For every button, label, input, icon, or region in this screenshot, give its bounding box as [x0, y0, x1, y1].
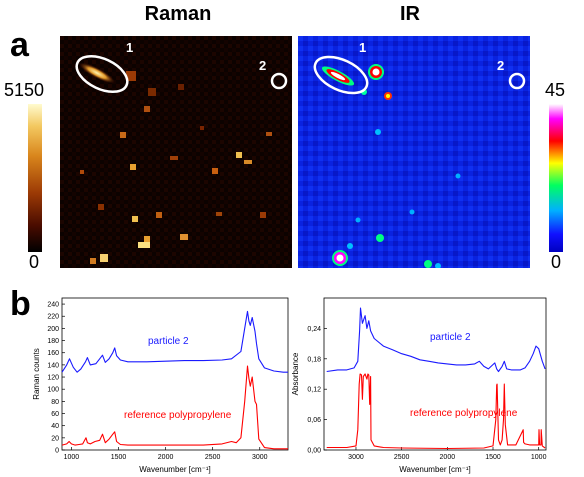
raman-marker-2: 2 — [259, 58, 266, 73]
raman-series — [61, 310, 288, 450]
ir-series-line-particle — [326, 307, 546, 373]
ir-ytick-label: 0,06 — [307, 417, 321, 424]
raman-xtick-label: 2000 — [158, 454, 174, 461]
raman-ylabel: Raman counts — [32, 348, 41, 400]
raman-x-ticks: 1000 1500 2000 2500 3000 — [64, 447, 268, 461]
ir-ytick-label: 0,18 — [307, 356, 321, 363]
raman-series-line-reference — [61, 365, 288, 450]
raman-annotation-reference: reference polypropylene — [124, 410, 232, 421]
ir-spectrum-chart: 0,00 0,06 0,12 0,18 0,24 3000 2500 2000 1500 100… — [291, 297, 547, 474]
raman-hotspots — [80, 71, 272, 264]
ir-ytick-label: 0,24 — [307, 326, 321, 333]
raman-ytick-label: 40 — [51, 423, 59, 430]
raman-ytick-label: 120 — [47, 375, 59, 382]
raman-ytick-label: 240 — [47, 302, 59, 309]
ir-xtick-label: 1000 — [531, 454, 547, 461]
raman-annotation-particle: particle 2 — [148, 336, 189, 347]
raman-ytick-label: 60 — [51, 411, 59, 418]
ir-series — [326, 307, 546, 450]
raman-scale-max: 5150 — [4, 80, 45, 100]
ir-marker-1: 1 — [359, 40, 366, 55]
raman-ytick-label: 100 — [47, 387, 59, 394]
ir-xlabel: Wavenumber [cm⁻¹] — [399, 465, 471, 474]
ir-xtick-label: 2000 — [440, 454, 456, 461]
raman-map: 1 2 — [60, 36, 292, 268]
raman-ytick-label: 160 — [47, 350, 59, 357]
ir-x-ticks: 3000 2500 2000 1500 1000 — [348, 447, 547, 461]
ir-frame — [323, 297, 547, 451]
raman-ytick-label: 0 — [55, 448, 59, 455]
ir-xtick-label: 1500 — [485, 454, 501, 461]
raman-ytick-label: 140 — [47, 362, 59, 369]
raman-ytick-label: 180 — [47, 338, 59, 345]
ir-ytick-label: 0,12 — [307, 387, 321, 394]
ir-y-ticks: 0,00 0,06 0,12 0,18 0,24 — [307, 326, 327, 455]
raman-xtick-label: 1000 — [64, 454, 80, 461]
raman-colorbar — [28, 104, 42, 252]
raman-particle-1-outline — [75, 55, 129, 93]
raman-xlabel: Wavenumber [cm⁻¹] — [139, 465, 211, 474]
ir-ylabel: Absorbance — [291, 352, 300, 395]
panel-b-letter: b — [10, 285, 31, 323]
ir-colorbar — [549, 104, 563, 252]
raman-ytick-label: 220 — [47, 314, 59, 321]
raman-y-ticks: 0 20 40 60 80 100 120 140 160 180 200 220 240 — [47, 302, 65, 455]
ir-title: IR — [400, 3, 420, 25]
raman-marker-1: 1 — [126, 40, 133, 55]
raman-title: Raman — [144, 3, 212, 25]
raman-ytick-label: 80 — [51, 399, 59, 406]
panel-a-letter: a — [10, 26, 29, 64]
raman-xtick-label: 3000 — [252, 454, 268, 461]
ir-scale-min: 0 — [551, 252, 562, 272]
ir-scale-max: 45 — [545, 80, 566, 100]
raman-ytick-label: 200 — [47, 326, 59, 333]
raman-series-line-particle — [61, 310, 288, 373]
raman-scale-min: 0 — [29, 252, 40, 272]
raman-particle-1-streak — [79, 62, 115, 84]
ir-xtick-label: 2500 — [394, 454, 410, 461]
ir-annotation-reference: reference polypropylene — [410, 408, 518, 419]
ir-hotspots — [321, 64, 461, 268]
ir-xtick-label: 3000 — [348, 454, 364, 461]
raman-particle-2-outline — [270, 72, 288, 90]
ir-particle-2-outline — [508, 72, 526, 90]
ir-series-line-reference — [326, 373, 546, 450]
ir-map: 1 2 — [298, 36, 530, 268]
raman-spectrum-chart: 0 20 40 60 80 100 120 140 160 180 200 220 240 1000 15… — [32, 297, 289, 474]
raman-xtick-label: 2500 — [205, 454, 221, 461]
raman-ytick-label: 20 — [51, 435, 59, 442]
ir-particle-1-outline — [313, 55, 369, 95]
ir-marker-2: 2 — [497, 58, 504, 73]
raman-frame — [61, 297, 289, 451]
ir-ytick-label: 0,00 — [307, 448, 321, 455]
raman-xtick-label: 1500 — [111, 454, 127, 461]
ir-annotation-particle: particle 2 — [430, 332, 471, 343]
